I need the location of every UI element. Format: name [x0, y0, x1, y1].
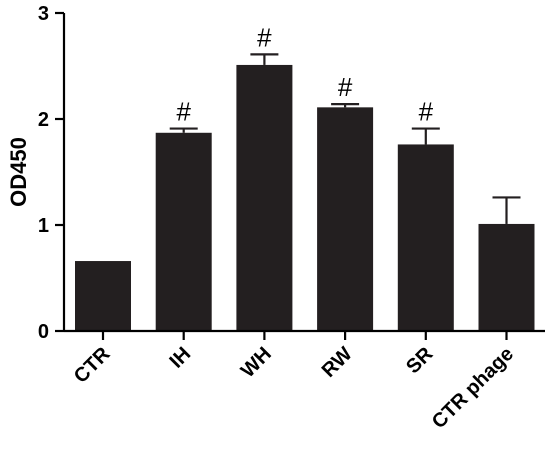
x-tick-label: RW: [318, 343, 357, 382]
significance-marker: #: [419, 97, 434, 127]
bar-ih: [155, 132, 212, 331]
bar-wh: [236, 64, 293, 331]
y-tick-label: 0: [38, 321, 49, 343]
significance-marker: #: [257, 22, 272, 52]
x-tick-label: CTR: [70, 343, 115, 388]
y-tick-label: 2: [38, 109, 49, 131]
bar-ctr-phage: [478, 223, 535, 331]
bar-rw: [317, 107, 374, 331]
x-tick-label: IH: [166, 343, 196, 373]
x-tick-label: WH: [237, 343, 276, 382]
x-tick-label: SR: [402, 343, 438, 379]
significance-marker: #: [338, 72, 353, 102]
bars-layer: # # # #: [75, 22, 535, 331]
bar-sr: [397, 144, 454, 331]
significance-marker: #: [176, 97, 191, 127]
x-tick-label: CTR phage: [428, 343, 518, 433]
y-tick-label: 3: [38, 3, 49, 25]
bar-ctr: [75, 261, 131, 331]
y-axis-label: OD450: [6, 137, 31, 207]
y-tick-label: 1: [38, 215, 49, 237]
